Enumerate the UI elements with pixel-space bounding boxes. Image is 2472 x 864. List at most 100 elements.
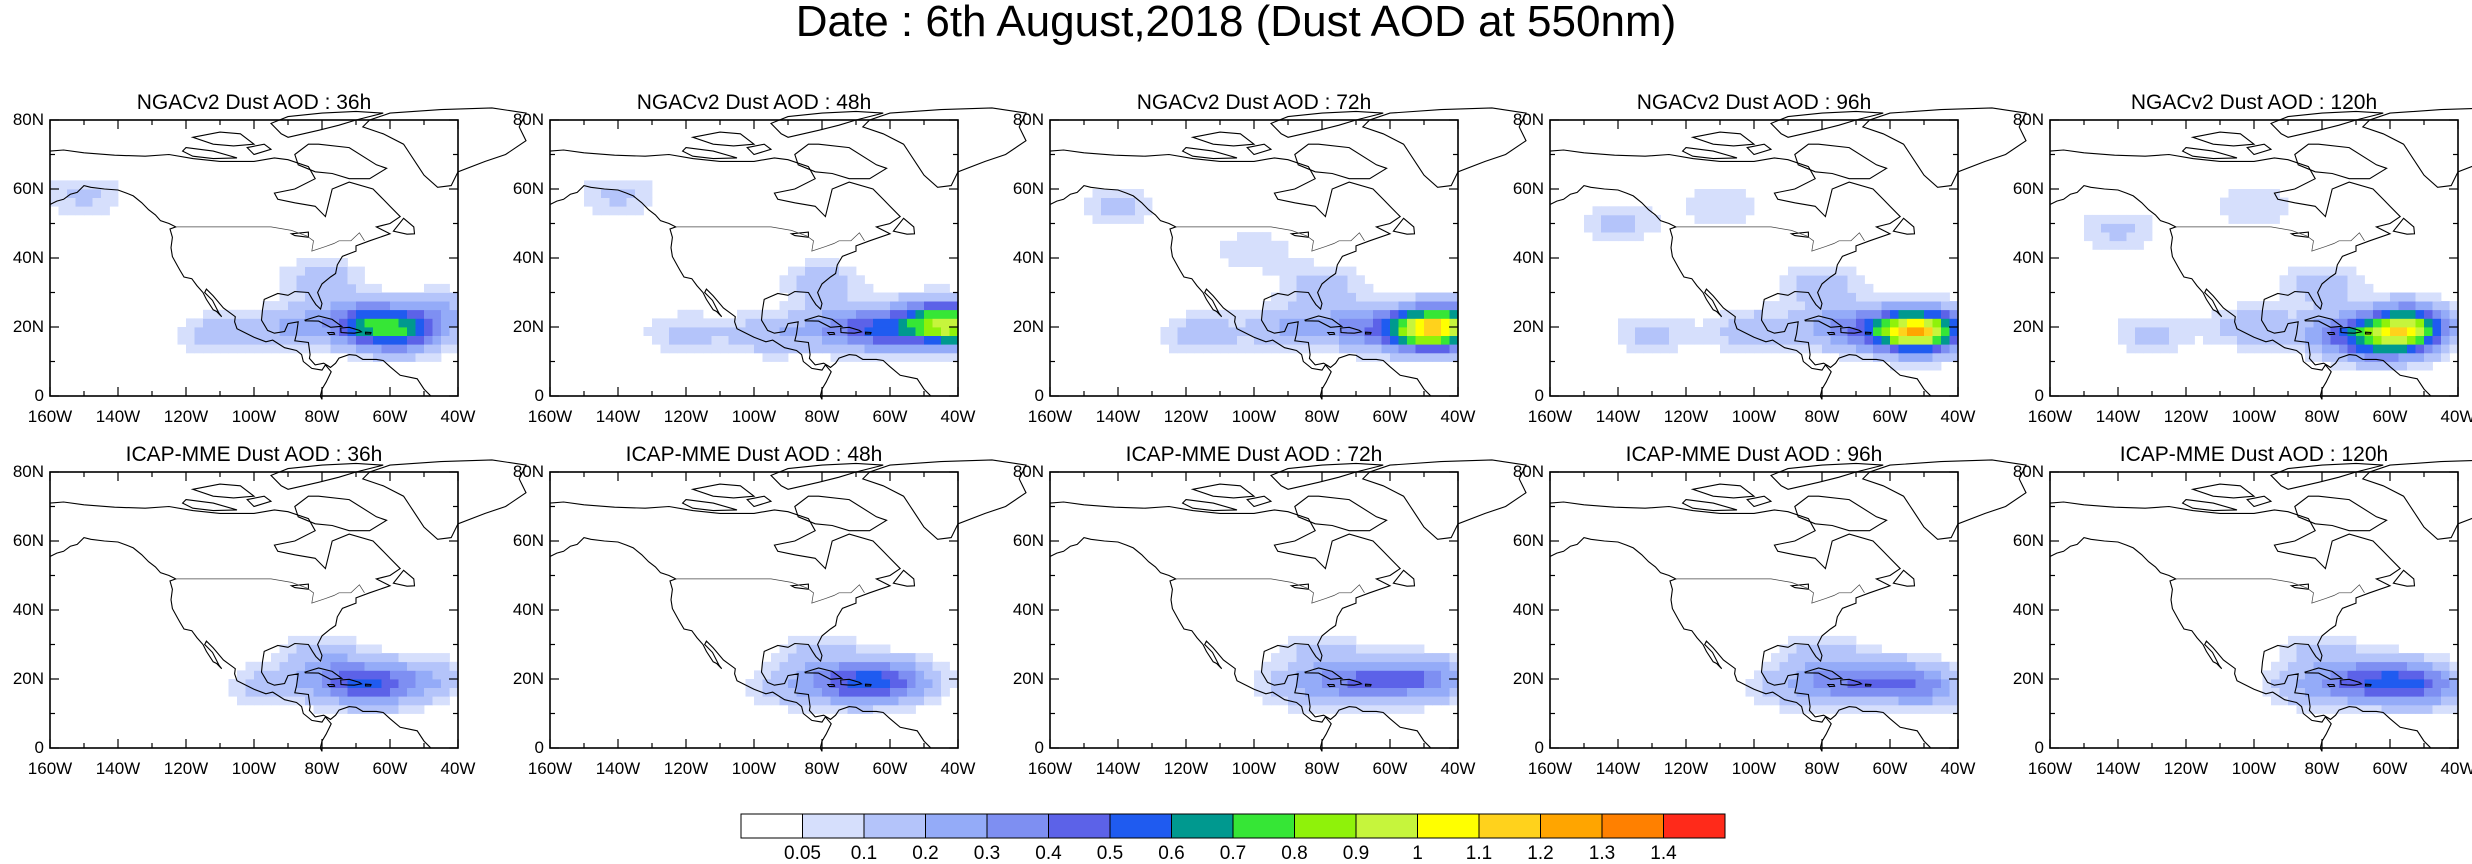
- aod-cell: [339, 704, 348, 714]
- aod-cell: [262, 679, 272, 688]
- aod-cell: [1924, 687, 1933, 697]
- aod-cell: [771, 687, 780, 697]
- aod-cell: [2305, 275, 2314, 285]
- aod-cell: [941, 292, 950, 302]
- aod-cell: [788, 644, 797, 654]
- aod-cell: [1305, 687, 1314, 697]
- aod-cell: [1915, 661, 1925, 671]
- aod-cell: [2296, 679, 2306, 688]
- aod-cell: [1822, 327, 1831, 336]
- aod-cell: [796, 661, 806, 671]
- aod-cell: [1279, 687, 1289, 697]
- aod-cell: [1898, 318, 1908, 328]
- aod-cell: [381, 653, 391, 663]
- aod-cell: [813, 635, 823, 645]
- aod-cell: [1864, 687, 1874, 697]
- coastline: [1549, 501, 1933, 752]
- aod-cell: [407, 309, 416, 319]
- aod-cell: [2398, 309, 2408, 319]
- aod-cell: [1296, 679, 1306, 688]
- aod-cell: [907, 661, 916, 671]
- aod-cell: [432, 301, 442, 311]
- aod-cell: [779, 275, 789, 285]
- aod-cell: [1932, 661, 1942, 671]
- aod-cell: [1796, 670, 1806, 680]
- aod-cell: [1245, 335, 1255, 345]
- island-outline: [681, 499, 738, 512]
- aod-cell: [703, 344, 712, 354]
- aod-cell: [2441, 318, 2450, 328]
- aod-cell: [898, 653, 908, 663]
- aod-cell: [847, 679, 857, 688]
- aod-cell: [347, 687, 357, 697]
- aod-cell: [449, 661, 459, 671]
- island-outline: [864, 331, 872, 335]
- aod-cell: [313, 318, 323, 328]
- aod-cell: [907, 301, 916, 311]
- aod-cell: [1932, 344, 1942, 354]
- aod-cell: [839, 670, 848, 680]
- aod-cell: [864, 704, 874, 714]
- aod-cell: [643, 327, 653, 336]
- aod-cell: [796, 309, 806, 319]
- aod-cell: [1381, 661, 1391, 671]
- aod-cell: [839, 696, 848, 706]
- aod-cell: [398, 292, 408, 302]
- aod-cell: [356, 335, 365, 345]
- aod-cell: [1424, 344, 1433, 354]
- aod-cell: [288, 661, 297, 671]
- aod-cell: [347, 661, 357, 671]
- aod-cell: [1330, 670, 1340, 680]
- island-outline: [690, 131, 756, 147]
- aod-cell: [805, 318, 814, 328]
- aod-cell: [381, 679, 391, 688]
- aod-cell: [373, 309, 382, 319]
- aod-cell: [1822, 292, 1831, 302]
- lon-tick-label: 160W: [1527, 759, 1573, 778]
- aod-cell: [1839, 292, 1848, 302]
- aod-cell: [1305, 258, 1314, 267]
- aod-cell: [2432, 335, 2442, 345]
- aod-cell: [228, 679, 238, 688]
- aod-cell: [881, 344, 891, 354]
- aod-cell: [1839, 661, 1848, 671]
- aod-cell: [1694, 214, 1704, 224]
- aod-cell: [339, 275, 348, 285]
- aod-cell: [2330, 283, 2340, 293]
- aod-cell: [2245, 335, 2255, 345]
- aod-cell: [1398, 318, 1408, 328]
- aod-cell: [754, 309, 763, 319]
- aod-cell: [313, 704, 323, 714]
- aod-cell: [2152, 344, 2161, 354]
- aod-cell: [2339, 283, 2348, 293]
- aod-cell: [762, 344, 772, 354]
- aod-cell: [881, 644, 891, 654]
- aod-cell: [652, 327, 661, 336]
- aod-cell: [1822, 318, 1831, 328]
- aod-cell: [2347, 327, 2357, 336]
- aod-cell: [1373, 292, 1382, 302]
- aod-cell: [2364, 361, 2374, 371]
- aod-cell: [1330, 661, 1340, 671]
- aod-cell: [2109, 214, 2119, 224]
- aod-cell: [1390, 644, 1399, 654]
- aod-cell: [1373, 670, 1382, 680]
- aod-cell: [2390, 670, 2399, 680]
- aod-cell: [2390, 687, 2399, 697]
- aod-cell: [1839, 318, 1848, 328]
- aod-cell: [1890, 653, 1899, 663]
- aod-cell: [1313, 661, 1323, 671]
- aod-cell: [626, 206, 636, 216]
- aod-cell: [1313, 275, 1323, 285]
- aod-cell: [407, 335, 416, 345]
- aod-cell: [2441, 301, 2450, 311]
- aod-cell: [1694, 206, 1704, 216]
- aod-cell: [347, 352, 357, 362]
- aod-cell: [390, 704, 399, 714]
- aod-cell: [847, 292, 857, 302]
- aod-cell: [2109, 232, 2119, 242]
- aod-cell: [1390, 696, 1399, 706]
- aod-cell: [262, 670, 272, 680]
- aod-cell: [2228, 309, 2238, 319]
- aod-cell: [1254, 318, 1263, 328]
